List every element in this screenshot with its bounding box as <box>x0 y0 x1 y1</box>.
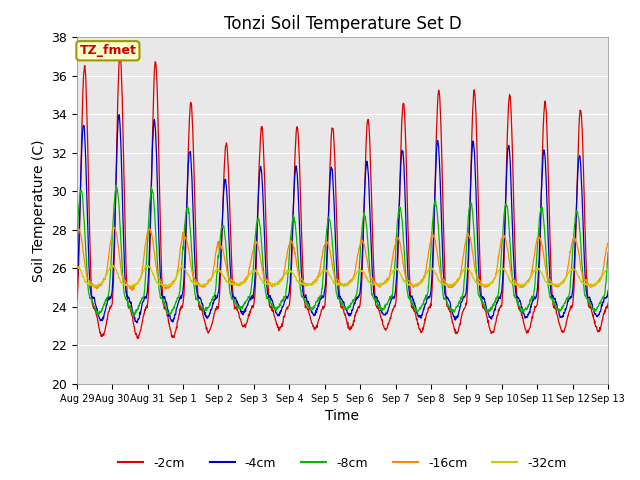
-32cm <box>604 267 612 273</box>
-32cm <box>426 267 433 273</box>
-8cm <box>426 271 433 276</box>
Line: -16cm: -16cm <box>77 227 608 290</box>
-32cm <box>542 279 550 285</box>
-2cm <box>252 287 259 292</box>
-16cm <box>542 266 550 272</box>
-32cm <box>89 284 97 289</box>
-8cm <box>73 239 81 245</box>
-4cm <box>495 294 502 300</box>
Line: -2cm: -2cm <box>77 54 608 338</box>
Line: -8cm: -8cm <box>77 185 608 314</box>
-32cm <box>495 268 502 274</box>
-32cm <box>252 267 259 273</box>
-32cm <box>73 263 81 269</box>
-4cm <box>134 320 141 325</box>
-16cm <box>604 240 612 246</box>
-4cm <box>179 289 187 295</box>
-16cm <box>192 278 200 284</box>
-16cm <box>426 245 433 251</box>
-8cm <box>495 287 502 293</box>
-2cm <box>604 300 612 306</box>
-8cm <box>604 250 612 255</box>
-16cm <box>73 230 81 236</box>
-2cm <box>73 299 81 304</box>
-32cm <box>109 263 117 268</box>
Title: Tonzi Soil Temperature Set D: Tonzi Soil Temperature Set D <box>223 15 461 33</box>
-2cm <box>134 336 141 341</box>
-4cm <box>604 288 612 293</box>
-2cm <box>192 233 200 239</box>
X-axis label: Time: Time <box>326 409 360 423</box>
-16cm <box>110 224 118 229</box>
-4cm <box>252 272 259 277</box>
-8cm <box>112 182 120 188</box>
-32cm <box>192 281 200 287</box>
-2cm <box>542 105 550 110</box>
-2cm <box>179 301 187 307</box>
-4cm <box>192 277 200 283</box>
-8cm <box>542 246 550 252</box>
Line: -4cm: -4cm <box>77 115 608 323</box>
-16cm <box>128 288 136 293</box>
-4cm <box>426 294 433 300</box>
-16cm <box>179 230 187 236</box>
-8cm <box>192 295 200 301</box>
-2cm <box>426 304 433 310</box>
Text: TZ_fmet: TZ_fmet <box>79 44 136 57</box>
-2cm <box>116 51 124 57</box>
Line: -32cm: -32cm <box>77 265 608 287</box>
-16cm <box>252 239 259 245</box>
-4cm <box>115 112 123 118</box>
-8cm <box>179 243 187 249</box>
-4cm <box>73 286 81 291</box>
-8cm <box>252 236 259 241</box>
-32cm <box>179 264 187 269</box>
Y-axis label: Soil Temperature (C): Soil Temperature (C) <box>31 139 45 282</box>
Legend: -2cm, -4cm, -8cm, -16cm, -32cm: -2cm, -4cm, -8cm, -16cm, -32cm <box>113 452 572 475</box>
-8cm <box>131 312 139 317</box>
-2cm <box>495 308 502 314</box>
-16cm <box>495 253 502 259</box>
-4cm <box>542 167 550 172</box>
